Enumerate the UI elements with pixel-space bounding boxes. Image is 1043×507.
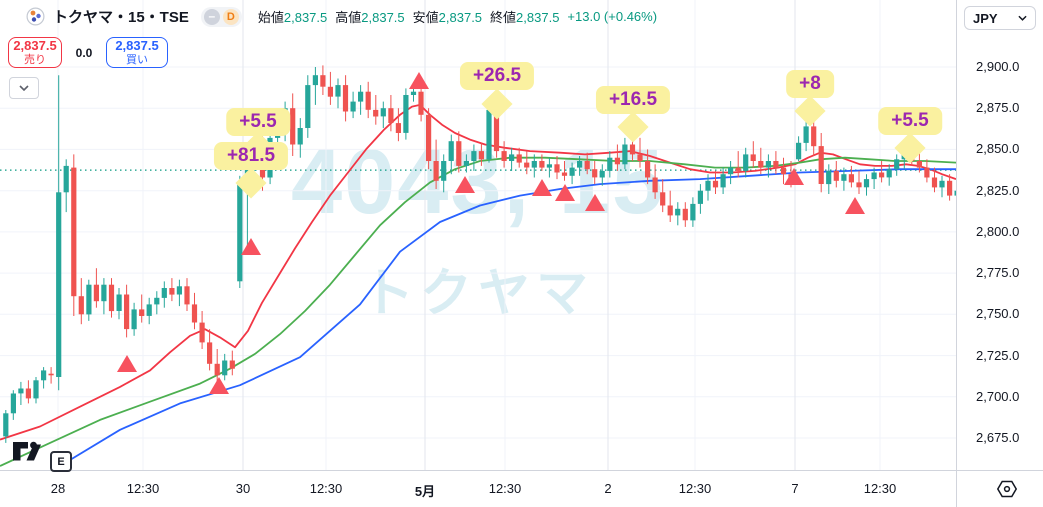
time-axis-label: 7 bbox=[791, 481, 799, 496]
trade-marker-icon bbox=[555, 184, 575, 201]
chevron-down-icon bbox=[19, 85, 29, 91]
price-axis-label: 2,775.0 bbox=[976, 265, 1020, 281]
time-axis[interactable]: 28 12:30 30 12:30 5月 12:30 2 12:30 7 12:30 bbox=[0, 470, 956, 507]
order-panel: 2,837.5 売り 0.0 2,837.5 買い bbox=[8, 37, 168, 68]
trade-marker-icon bbox=[784, 168, 804, 185]
sell-price: 2,837.5 bbox=[13, 37, 57, 53]
ma-line-fast bbox=[0, 104, 956, 441]
symbol-logo-icon bbox=[26, 7, 45, 26]
collapse-interval-icon: – bbox=[203, 8, 220, 25]
time-axis-label: 5月 bbox=[414, 484, 436, 499]
spread-value: 0.0 bbox=[75, 45, 93, 60]
tradingview-logo[interactable] bbox=[12, 441, 42, 462]
price-axis-label: 2,725.0 bbox=[976, 347, 1020, 363]
daily-interval-badge: D bbox=[222, 8, 239, 25]
time-axis-label: 30 bbox=[235, 481, 251, 496]
profit-callout: +16.5 bbox=[595, 86, 671, 114]
trade-marker-icon bbox=[209, 377, 229, 394]
price-axis-label: 2,675.0 bbox=[976, 430, 1020, 445]
price-axis[interactable]: JPY 2,900.0 2,875.0 2,850.0 2,825.0 2,800.0 2… bbox=[956, 0, 1043, 507]
trade-marker-icon bbox=[845, 197, 865, 214]
profit-callout: +8 bbox=[786, 70, 834, 98]
collapse-panel-button[interactable] bbox=[9, 77, 39, 99]
trade-marker-icon bbox=[117, 355, 137, 372]
close-value: 2,837.5 bbox=[516, 10, 560, 25]
currency-label: JPY bbox=[973, 10, 998, 26]
low-label: 安値 bbox=[412, 10, 439, 25]
symbol-title[interactable]: トクヤマ・15・TSE bbox=[53, 9, 189, 26]
trade-marker-icon bbox=[241, 238, 261, 255]
price-axis-label: 2,825.0 bbox=[976, 182, 1020, 198]
low-value: 2,837.5 bbox=[438, 10, 483, 25]
time-axis-label: 12:30 bbox=[863, 481, 897, 496]
buy-price: 2,837.5 bbox=[115, 37, 159, 53]
time-axis-label: 2 bbox=[604, 481, 612, 496]
buy-label: 買い bbox=[126, 53, 148, 66]
profit-callout: +26.5 bbox=[459, 62, 535, 90]
chevron-down-icon bbox=[1018, 15, 1027, 21]
sell-label: 売り bbox=[24, 53, 46, 66]
time-axis-label: 12:30 bbox=[309, 481, 343, 496]
close-label: 終値 bbox=[490, 10, 517, 25]
currency-selector[interactable]: JPY bbox=[964, 6, 1036, 30]
price-axis-label: 2,850.0 bbox=[976, 141, 1020, 157]
trade-marker-icon bbox=[455, 176, 475, 193]
open-value: 2,837.5 bbox=[283, 10, 328, 25]
time-axis-label: 12:30 bbox=[678, 481, 712, 496]
price-axis-label: 2,700.0 bbox=[976, 388, 1020, 404]
trade-marker-icon bbox=[409, 72, 429, 89]
time-axis-label: 28 bbox=[50, 481, 66, 496]
axis-separator bbox=[0, 470, 1043, 471]
change-value: +13.0 (+0.46%) bbox=[567, 9, 658, 24]
open-label: 始値 bbox=[257, 10, 284, 25]
trade-marker-icon bbox=[585, 194, 605, 211]
buy-button[interactable]: 2,837.5 買い bbox=[106, 37, 168, 68]
profit-callout: +81.5 bbox=[213, 142, 289, 170]
profit-callout: +5.5 bbox=[878, 107, 942, 135]
profit-callout: +5.5 bbox=[226, 108, 290, 136]
ohlc-readout: 始値2,837.5 高値2,837.5 安値2,837.5 終値2,837.5 … bbox=[258, 7, 657, 26]
session-e-badge[interactable]: E bbox=[50, 451, 72, 472]
trade-marker-icon bbox=[532, 179, 552, 196]
symbol-header: トクヤマ・15・TSE – D 始値2,837.5 高値2,837.5 安値2,… bbox=[26, 6, 657, 27]
high-label: 高値 bbox=[335, 10, 362, 25]
time-axis-label: 12:30 bbox=[126, 481, 160, 496]
interval-toggle[interactable]: – D bbox=[200, 6, 242, 27]
price-axis-label: 2,900.0 bbox=[976, 59, 1020, 74]
time-axis-label: 12:30 bbox=[488, 481, 522, 496]
sell-button[interactable]: 2,837.5 売り bbox=[8, 37, 62, 68]
price-axis-label: 2,800.0 bbox=[976, 223, 1020, 239]
high-value: 2,837.5 bbox=[361, 10, 405, 25]
candlestick-chart[interactable] bbox=[0, 0, 956, 470]
price-axis-label: 2,750.0 bbox=[976, 306, 1020, 322]
settings-icon[interactable] bbox=[997, 480, 1017, 498]
price-axis-label: 2,875.0 bbox=[976, 100, 1020, 116]
